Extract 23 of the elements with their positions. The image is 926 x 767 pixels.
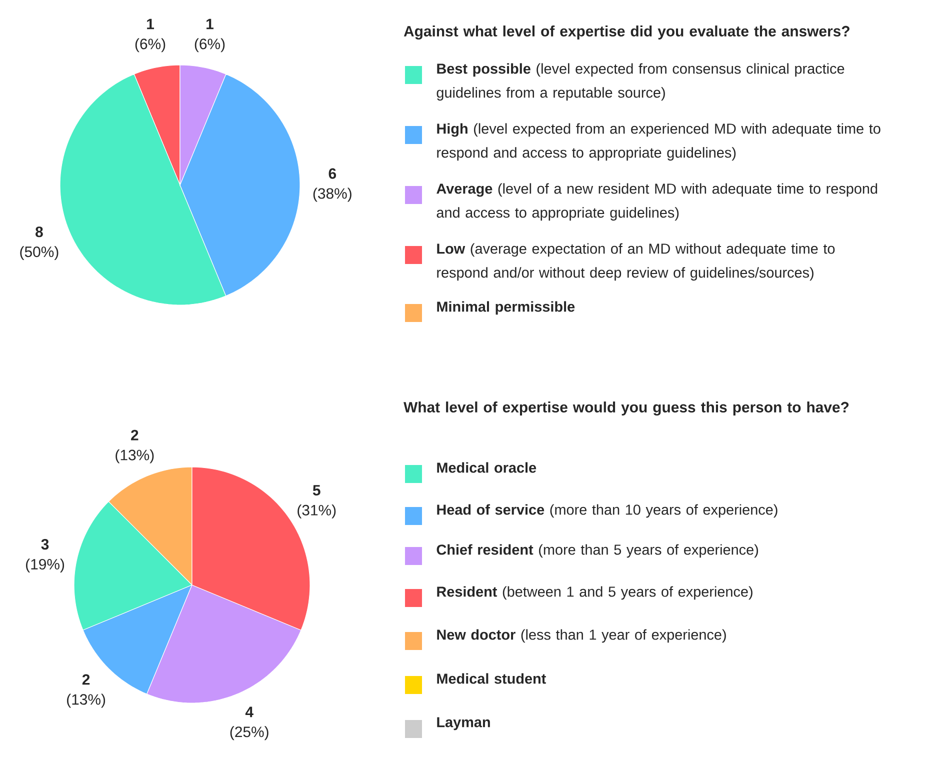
legend-label: Resident (between 1 and 5 years of experience) xyxy=(437,586,752,600)
legend-label: Medical oracle xyxy=(437,462,536,473)
legend-label: High (level expected from an experienced MD with adequate time to respond and access to appropriate guidelines) xyxy=(437,123,880,161)
legend-label: Best possible (level expected from consensus clinical practice guidelines from a reputable source) xyxy=(436,63,844,101)
chart-title: What level of expertise would you guess this person to have? xyxy=(404,402,849,416)
legend-label: Low (average expectation of an MD without adequate time to respond and/or without deep review of guidelines/sources) xyxy=(437,243,835,281)
data-label: 6 (38%) xyxy=(313,168,352,202)
legend-label: Head of service (more than 10 years of experience) xyxy=(437,504,778,518)
data-label: 1 (6%) xyxy=(194,18,225,52)
data-label: 8 (50%) xyxy=(20,226,58,260)
legend-label: Chief resident (more than 5 years of experience) xyxy=(436,544,758,558)
legend-label: Average (level of a new resident MD with adequate time to respond and access to appropriate guidelines) xyxy=(436,183,878,221)
data-label: 1 (6%) xyxy=(135,18,166,52)
legend-label: Minimal permissible xyxy=(437,301,575,315)
legend-label: Layman xyxy=(437,717,490,730)
data-label: 3 (19%) xyxy=(26,539,64,572)
data-label: 2 (13%) xyxy=(67,674,106,708)
data-label: 5 (31%) xyxy=(298,485,336,518)
data-label: 4 (25%) xyxy=(230,706,268,740)
data-label: 2 (13%) xyxy=(116,430,154,464)
chart-title: Against what level of expertise did you evaluate the answers? xyxy=(404,26,850,40)
legend-label: New doctor (less than 1 year of experience) xyxy=(437,629,726,643)
legend-label: Medical student xyxy=(437,673,546,684)
